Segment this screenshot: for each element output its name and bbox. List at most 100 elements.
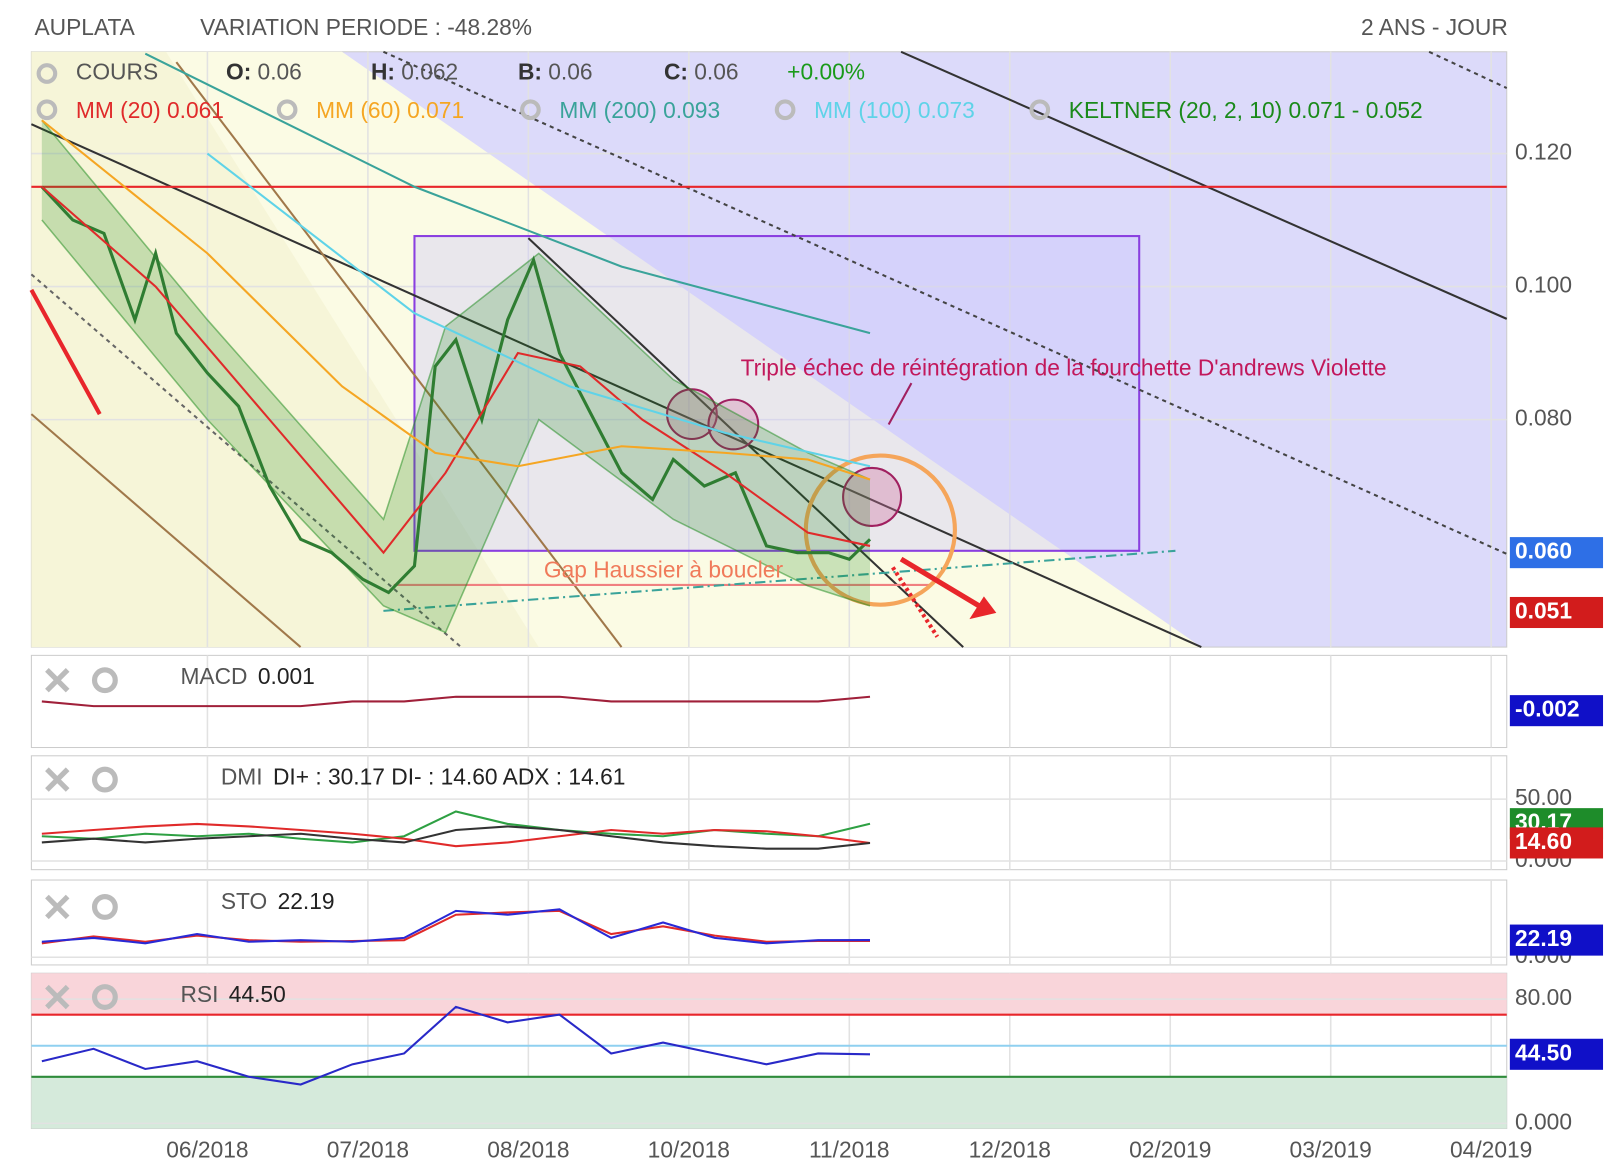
fork-line [175, 61, 623, 648]
gear-icon[interactable] [36, 63, 58, 84]
series-line [41, 908, 871, 945]
ohlc-key: H: [371, 59, 395, 85]
x-tick-label: 10/2018 [648, 1136, 730, 1162]
y-tick-label: 0.120 [1515, 139, 1572, 165]
gear-icon[interactable] [91, 984, 118, 1010]
legend-entry: MM (20) 0.061 [76, 97, 224, 123]
gear-icon [1029, 99, 1051, 121]
ohlc-value: 0.06 [694, 59, 738, 85]
annotation: Triple échec de réintégration de la four… [741, 355, 1387, 381]
x-tick-label: 12/2018 [969, 1136, 1051, 1162]
x-tick-label: 02/2019 [1129, 1136, 1211, 1162]
gear-icon [36, 99, 58, 121]
x-tick-label: 03/2019 [1290, 1136, 1372, 1162]
level-zone [31, 973, 1507, 1015]
gear-icon[interactable] [91, 894, 118, 920]
fail-circle [842, 466, 903, 527]
series-line [206, 152, 871, 468]
x-tick-label: 06/2018 [166, 1136, 248, 1162]
x-tick-label: 11/2018 [809, 1136, 890, 1162]
indicator-readout: 44.50 [229, 981, 286, 1007]
indicator-readout: 22.19 [278, 888, 335, 914]
x-tick-label: 04/2019 [1450, 1136, 1532, 1162]
sto-panel [30, 879, 1508, 966]
fork-line [30, 413, 302, 648]
gear-icon[interactable] [91, 667, 118, 694]
last-value-label: 0.051 [1515, 598, 1572, 624]
indicator-title: RSI [180, 981, 218, 1007]
last-value-label: -0.002 [1515, 696, 1580, 722]
support-line [383, 549, 1176, 612]
y-tick-label: 50.00 [1515, 784, 1572, 810]
level-zone [31, 1076, 1507, 1129]
variation: VARIATION PERIODE : -48.28% [200, 14, 532, 40]
y-tick-label: 80.00 [1515, 984, 1572, 1010]
trend-line [527, 237, 964, 648]
ticker: AUPLATA [34, 14, 135, 40]
price-legend-name: COURS [76, 59, 158, 85]
last-value-label: 44.50 [1515, 1039, 1572, 1065]
series-line [41, 695, 871, 708]
legend-entry: KELTNER (20, 2, 10) 0.071 - 0.052 [1069, 97, 1423, 123]
indicator-title: MACD [180, 663, 247, 689]
trend-line [900, 50, 1508, 320]
grid-layer [31, 51, 1507, 1129]
last-value-box [1509, 827, 1604, 859]
last-value-box [1509, 924, 1604, 956]
last-value-box [1509, 695, 1604, 727]
series-line [41, 119, 871, 481]
legend-entry: MM (60) 0.071 [316, 97, 464, 123]
legend-entry: MM (100) 0.073 [814, 97, 975, 123]
period: 2 ANS - JOUR [1361, 14, 1508, 40]
gear-icon[interactable] [91, 766, 118, 793]
ohlc-key: C: [664, 59, 688, 85]
gear-icon [520, 99, 541, 121]
last-value-box [1509, 596, 1604, 629]
legend-entry: MM (200) 0.093 [559, 97, 720, 123]
y-tick-label: 0.080 [1515, 405, 1572, 431]
series-line [40, 185, 872, 595]
last-value-label: 0.060 [1515, 538, 1572, 564]
close-icon[interactable] [45, 894, 70, 920]
ohlc-value: 0.06 [258, 59, 302, 85]
series-line [41, 825, 871, 850]
band-line [41, 219, 871, 634]
close-icon[interactable] [45, 984, 70, 1010]
band-line [41, 119, 871, 521]
ohlc-value: 0.062 [401, 59, 458, 85]
trend-line [30, 123, 1202, 649]
panel-icons [36, 63, 118, 1010]
ohlc-key: O: [226, 59, 251, 85]
last-value-box [1509, 1038, 1604, 1070]
ohlc-value: 0.06 [548, 59, 592, 85]
y-tick-label: 0.000 [1515, 1108, 1572, 1134]
drawings [29, 50, 1508, 649]
x-tick-label: 07/2018 [327, 1136, 409, 1162]
callout-line [887, 382, 913, 425]
indicator-title: DMI [221, 764, 263, 790]
band-fill [41, 120, 871, 633]
series-line [41, 185, 871, 555]
last-value-label: 14.60 [1515, 828, 1572, 854]
box-annotation [413, 235, 1141, 552]
last-value-label: 22.19 [1515, 925, 1572, 951]
fork-zone [31, 51, 539, 648]
red-stroke [29, 288, 102, 416]
close-icon[interactable] [45, 668, 70, 693]
x-tick-label: 08/2018 [487, 1136, 569, 1162]
arrow-head [969, 596, 997, 620]
dmi-panel [30, 755, 1508, 871]
annotation: Gap Haussier à boucler [544, 557, 784, 583]
series-line [41, 822, 871, 848]
price-change: +0.00% [787, 59, 865, 85]
y-tick-label: 0.100 [1515, 272, 1572, 298]
indicator-title: STO [221, 888, 267, 914]
indicator-readout: DI+ : 30.17 DI- : 14.60 ADX : 14.61 [273, 764, 625, 790]
fork-line [382, 50, 1508, 555]
series-line [41, 1005, 871, 1086]
fork-line [1428, 50, 1508, 89]
ohlc-key: B: [518, 59, 542, 85]
close-icon[interactable] [45, 767, 70, 792]
gear-icon [774, 99, 796, 121]
